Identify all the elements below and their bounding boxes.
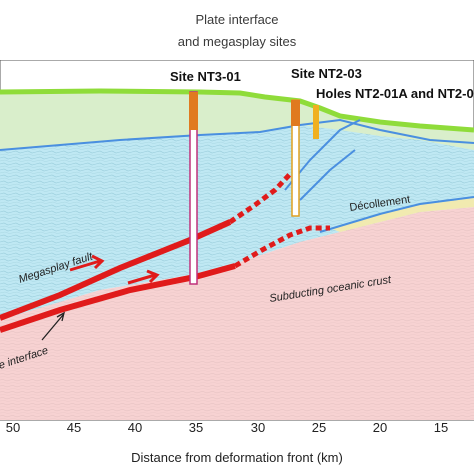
megasplay-fault-dashed [228, 170, 294, 225]
borehole-nt2-01 [313, 105, 319, 139]
slip-arrow-2 [127, 269, 160, 285]
slope-sediment [0, 92, 474, 150]
blue-reflector-decollement [319, 196, 474, 233]
megasplay-fault [0, 219, 232, 321]
wedge-texture [0, 92, 474, 320]
site-label-nt2-03: Site NT2-03 [291, 66, 362, 81]
tick-label: 20 [373, 420, 387, 435]
tick-label: 50 [6, 420, 20, 435]
slip-arrow-1 [69, 254, 105, 272]
tick-label: 30 [251, 420, 265, 435]
figure-title-line-1: Plate interface [195, 12, 279, 27]
x-axis-label: Distance from deformation front (km) [131, 450, 343, 465]
interface-pointer-arrow [41, 311, 66, 341]
blue-reflector-upper [0, 118, 474, 151]
x-axis-ticks: 50 45 40 35 30 25 20 15 [6, 420, 448, 435]
borehole-nt3-01-upper [189, 92, 198, 130]
blue-reflector-branch-2 [299, 149, 356, 201]
tick-label: 15 [434, 420, 448, 435]
tick-label: 25 [312, 420, 326, 435]
tick-label: 40 [128, 420, 142, 435]
decollement-zone [330, 198, 474, 232]
site-label-nt3-01: Site NT3-01 [170, 69, 241, 84]
borehole-nt2-03-upper [291, 100, 300, 126]
figure-title-line-2: and megasplay sites [177, 34, 297, 49]
plate-interface-dashed [233, 225, 330, 269]
tick-label: 45 [67, 420, 81, 435]
tick-label: 35 [189, 420, 203, 435]
plate-interface [0, 263, 236, 333]
oceanic-crust-texture [0, 207, 474, 420]
seismic-cross-section: Site NT3-01 Site NT2-03 Holes NT2-01A an… [0, 60, 474, 435]
site-label-nt2-01: Holes NT2-01A and NT2-0 [316, 86, 474, 101]
